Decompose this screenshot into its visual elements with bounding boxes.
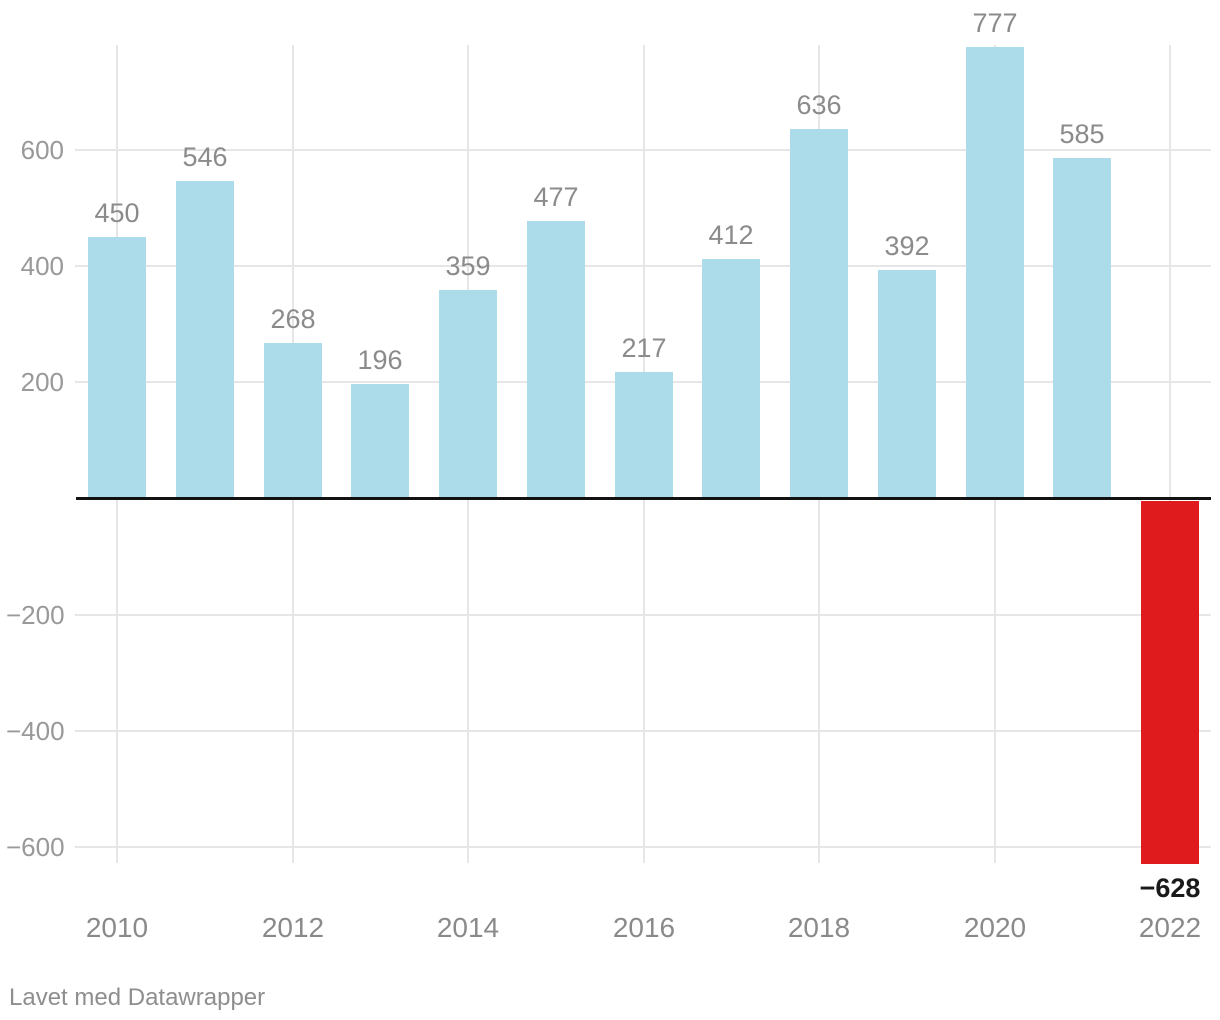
- bar-2017: [702, 259, 760, 497]
- bar-2015: [527, 221, 585, 497]
- value-label-2022: −628: [1139, 873, 1201, 903]
- zero-baseline: [76, 497, 1211, 500]
- bar-2016: [615, 372, 673, 497]
- y-axis-tick--600: −600: [6, 832, 65, 862]
- bar-2014: [439, 290, 497, 497]
- value-label-2015: 477: [533, 182, 579, 212]
- x-axis-tick-2018: 2018: [787, 912, 851, 943]
- y-axis-tick-600: 600: [20, 135, 64, 165]
- horizontal-gridline-600: [75, 149, 1211, 151]
- value-label-2014: 359: [445, 251, 491, 281]
- bar-2020: [966, 47, 1024, 497]
- value-label-2017: 412: [708, 220, 754, 250]
- x-axis-tick-2020: 2020: [963, 912, 1027, 943]
- y-axis-tick--400: −400: [6, 716, 65, 746]
- bar-2022: [1141, 501, 1199, 864]
- attribution-text: Lavet med Datawrapper: [9, 984, 266, 1011]
- x-axis-tick-2010: 2010: [85, 912, 149, 943]
- value-label-2020: 777: [972, 8, 1018, 38]
- x-axis-tick-2022: 2022: [1138, 912, 1202, 943]
- x-axis-tick-2014: 2014: [436, 912, 500, 943]
- bar-2013: [351, 384, 409, 497]
- value-label-2018: 636: [796, 90, 842, 120]
- value-label-2016: 217: [621, 333, 667, 363]
- y-axis-tick--200: −200: [6, 600, 65, 630]
- bar-2012: [264, 343, 322, 497]
- value-label-2021: 585: [1059, 119, 1105, 149]
- y-axis-tick-200: 200: [20, 367, 64, 397]
- bar-2021: [1053, 158, 1111, 497]
- bar-2010: [88, 237, 146, 497]
- bar-2018: [790, 129, 848, 497]
- value-label-2013: 196: [357, 345, 403, 375]
- horizontal-gridline--600: [75, 846, 1211, 848]
- vertical-gridline-2022: [1169, 45, 1171, 863]
- bar-2011: [176, 181, 234, 497]
- horizontal-gridline-400: [75, 265, 1211, 267]
- x-axis-tick-2012: 2012: [261, 912, 325, 943]
- value-label-2019: 392: [884, 231, 930, 261]
- horizontal-gridline--400: [75, 730, 1211, 732]
- horizontal-gridline--200: [75, 614, 1211, 616]
- value-label-2012: 268: [270, 304, 316, 334]
- value-label-2011: 546: [182, 142, 228, 172]
- y-axis-tick-400: 400: [20, 251, 64, 281]
- x-axis-tick-2016: 2016: [612, 912, 676, 943]
- bar-2019: [878, 270, 936, 497]
- value-label-2010: 450: [94, 198, 140, 228]
